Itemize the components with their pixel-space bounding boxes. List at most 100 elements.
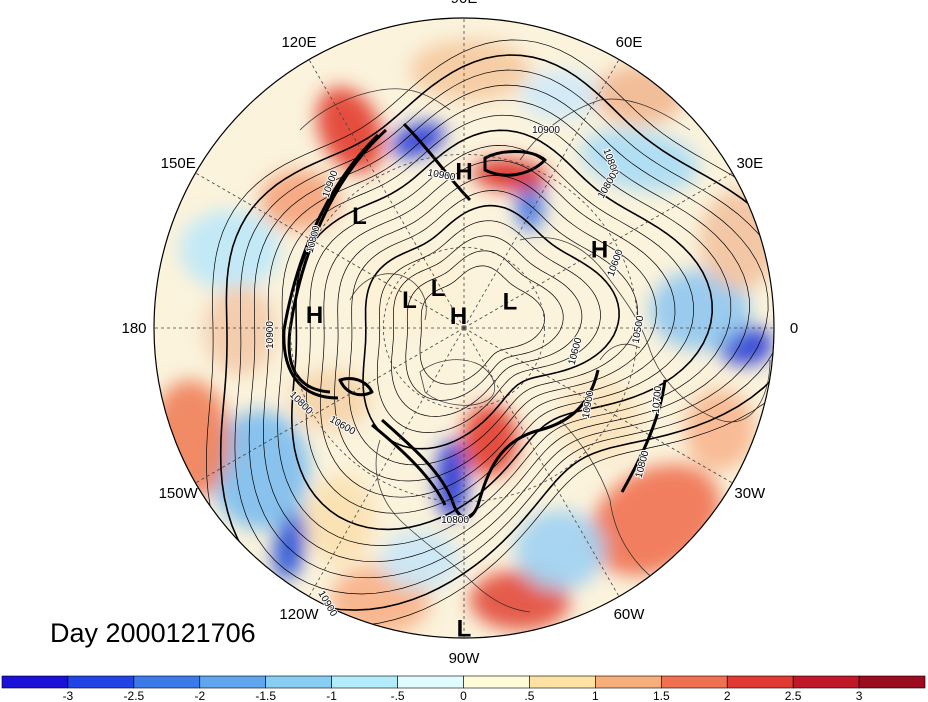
- height-contour: [376, 220, 601, 433]
- meridian-line: [308, 327, 465, 597]
- anomaly-patch: [290, 370, 370, 430]
- contour-value-label: 10800: [441, 515, 469, 526]
- height-contour: [419, 265, 545, 385]
- longitude-label: 30E: [736, 155, 763, 172]
- colorbar-swatch: [726, 675, 794, 689]
- height-contour: [234, 69, 774, 595]
- coastline-segment: [375, 439, 531, 613]
- anomaly-patch: [273, 509, 307, 581]
- height-contour: [348, 190, 639, 466]
- height-contour: [319, 160, 676, 498]
- colorbar-swatch: [660, 675, 728, 689]
- height-contour: [248, 84, 769, 579]
- meridian-line: [195, 327, 465, 484]
- anomaly-patch: [580, 128, 700, 192]
- colorbar-swatch: [463, 675, 530, 689]
- map-boundary: [153, 17, 775, 639]
- jet-contour: [287, 128, 387, 394]
- anomaly-patch: [360, 250, 460, 330]
- jet-contour: [483, 150, 547, 177]
- low-pressure-label: L: [457, 616, 472, 643]
- coastline-segment: [419, 359, 496, 406]
- colorbar-tick-label: .5: [524, 689, 534, 702]
- longitude-label: 120E: [281, 34, 316, 51]
- meridian-line: [463, 59, 620, 329]
- contour-value-label: 10700: [651, 385, 664, 414]
- colorbar-tick-label: -2.5: [124, 689, 145, 702]
- longitude-label: 150E: [161, 155, 196, 172]
- colorbar-swatch: [265, 675, 332, 689]
- height-contour: [334, 175, 657, 482]
- low-pressure-label: L: [402, 287, 417, 314]
- longitude-label: 60W: [614, 606, 646, 623]
- jet-contour: [282, 133, 380, 400]
- longitude-label: 120W: [279, 606, 319, 623]
- polar-map: 1090010900108001090010600108001060010500…: [121, 0, 798, 667]
- coastline-segment: [519, 98, 691, 161]
- anomaly-patch: [380, 530, 460, 590]
- longitude-label: 150W: [159, 485, 199, 502]
- anomaly-patch: [180, 210, 280, 290]
- colorbar-tick-label: 2: [724, 689, 731, 702]
- colorbar-tick-label: -.5: [391, 689, 405, 702]
- meridian-line: [463, 327, 733, 484]
- colorbar-tick-label: 2.5: [785, 689, 802, 702]
- day-title: Day 2000121706: [50, 618, 256, 648]
- low-pressure-label: L: [352, 203, 367, 230]
- colorbar-swatch: [397, 675, 464, 689]
- anomaly-patch: [650, 270, 750, 350]
- height-contour: [219, 54, 774, 611]
- anomaly-patch: [560, 380, 640, 460]
- longitude-labels: 90E 60E 30E 0 30W 60W 90W 120W 150W 180 150E 120E: [121, 0, 798, 667]
- height-contour: [305, 145, 694, 514]
- colorbar-tick-label: 0: [460, 689, 467, 702]
- anomaly-patch: [305, 475, 375, 565]
- colorbar-swatch: [67, 675, 135, 689]
- anomaly-patch: [205, 285, 275, 375]
- longitude-label: 180: [121, 320, 146, 337]
- latitude-circle: [289, 153, 639, 503]
- high-pressure-label: H: [450, 303, 467, 330]
- longitude-label: 0: [790, 320, 798, 337]
- colorbar-swatch: [529, 675, 596, 689]
- colorbar-tick-label: -2: [194, 689, 205, 702]
- height-contour: [206, 39, 774, 627]
- contour-value-label: 10900: [427, 168, 457, 184]
- coastline-segment: [349, 273, 427, 321]
- height-contour: [391, 235, 583, 417]
- meridian-line: [308, 59, 465, 329]
- longitude-label: 90W: [449, 650, 481, 667]
- longitude-label: 90E: [451, 0, 478, 7]
- colorbar-swatch: [199, 675, 267, 689]
- colorbar-swatch: [1, 675, 69, 689]
- coastline-segment: [299, 88, 451, 131]
- colorbar: -3 -2.5 -2 -1.5 -1 -.5 0 .5 1 1.5 2 2.5 3: [1, 675, 926, 702]
- jet-contour: [620, 379, 667, 493]
- low-pressure-label: L: [503, 289, 518, 316]
- colorbar-swatch: [595, 675, 662, 689]
- longitude-label: 60E: [616, 34, 643, 51]
- colorbar-tick-label: -1: [326, 689, 337, 702]
- anomaly-patch: [462, 404, 518, 476]
- colorbar-tick-label: 1: [592, 689, 599, 702]
- meridian-line: [463, 172, 733, 329]
- colorbar-tick-label: -1.5: [255, 689, 276, 702]
- colorbar-swatch: [792, 675, 860, 689]
- jet-contour: [338, 377, 374, 397]
- height-contour: [263, 99, 750, 563]
- colorbar-tick-label: -3: [63, 689, 74, 702]
- jet-contour: [371, 423, 447, 506]
- contour-value-label: 10900: [265, 321, 276, 349]
- coastline-segment: [519, 237, 771, 423]
- jet-contour: [381, 369, 600, 519]
- anomaly-patch: [700, 190, 774, 290]
- height-contour: [277, 114, 732, 546]
- colorbar-tick-label: 3: [856, 689, 863, 702]
- height-contour: [362, 204, 620, 450]
- colorbar-swatch: [133, 675, 201, 689]
- colorbar-swatch: [331, 675, 398, 689]
- high-pressure-label: H: [306, 302, 323, 329]
- anomaly-patch: [515, 510, 605, 590]
- anomaly-patch: [595, 65, 685, 125]
